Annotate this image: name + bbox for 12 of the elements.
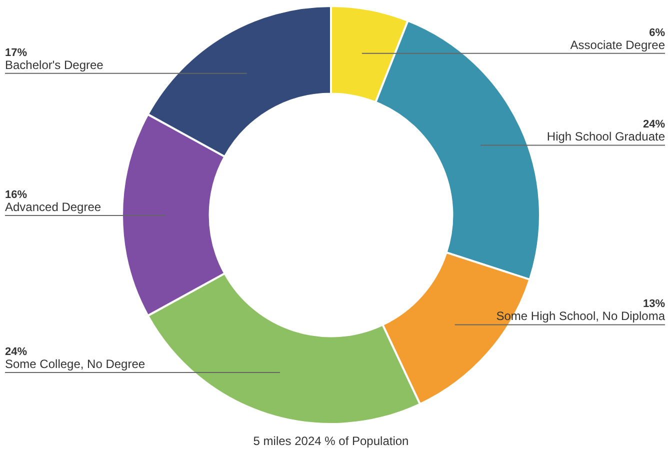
slice-label: Associate Degree — [570, 38, 666, 52]
text: 5 miles 2024 % of Population — [253, 434, 409, 448]
data-label: 24% — [642, 118, 666, 131]
slice-label: Some College, No Degree — [5, 357, 146, 372]
slice-label: High School Graduate — [546, 130, 666, 144]
slice-label: Advanced Degree — [5, 200, 102, 214]
data-label: 17% — [5, 46, 28, 59]
data-label: 13% — [642, 298, 666, 310]
data-label: 16% — [5, 189, 28, 201]
slice-label: Bachelor's Degree — [5, 58, 104, 72]
data-label: 6% — [649, 26, 666, 39]
data-label: 24% — [5, 346, 28, 358]
